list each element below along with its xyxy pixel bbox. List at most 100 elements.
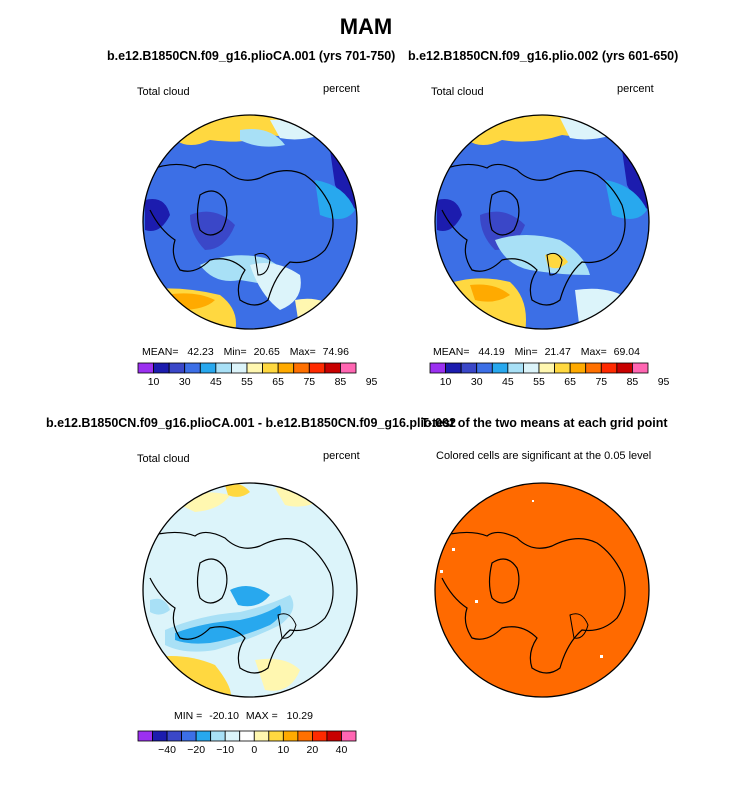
panel1-left-label: Total cloud <box>137 86 190 98</box>
panel1-mean-label: MEAN= <box>142 346 179 358</box>
panel1-coastline <box>149 163 334 306</box>
panel4-nonsig-cell <box>452 548 455 551</box>
panel3-colorbar-box <box>268 730 284 742</box>
panel2-colorbar-box <box>523 362 540 374</box>
panel3-colorbar: −40 −20 −10 0 10 20 40 <box>137 730 357 756</box>
panel1-north-cyan <box>240 129 285 147</box>
panel3-title: b.e12.B1850CN.f09_g16.plioCA.001 - b.e12… <box>46 416 456 430</box>
panel3-colorbar-box <box>239 730 255 742</box>
panel3-colorbar-label: 10 <box>277 744 289 756</box>
panel1-west-darkblue <box>145 199 170 231</box>
panel3-map-border <box>142 482 358 698</box>
panel2-north-lightblue <box>560 118 612 140</box>
panel3-right-label: percent <box>323 450 360 462</box>
panel1-colorbar-label: 75 <box>303 376 315 388</box>
panel4-map-border <box>434 482 650 698</box>
panel2-colorbar-box <box>585 362 602 374</box>
panel3-west-cyan <box>150 598 170 615</box>
panel2-stats: MEAN= 44.19 Min= 21.47 Max= 69.04 <box>433 346 640 358</box>
main-title: MAM <box>339 14 393 39</box>
panel1-stats: MEAN= 42.23 Min= 20.65 Max= 74.96 <box>142 346 349 358</box>
panel2-colorbar-box <box>616 362 633 374</box>
panel1-greenland <box>196 190 228 236</box>
panel4-nonsig-cell <box>600 655 603 658</box>
panel1-colorbar: 10 30 45 55 65 75 85 95 <box>137 362 378 388</box>
panel1-east-cyan <box>315 180 355 219</box>
panel1-center-blue <box>190 211 235 250</box>
panel2-colorbar-label: 85 <box>627 376 639 388</box>
panel1-colorbar-label: 95 <box>366 376 378 388</box>
panel2-map <box>434 114 650 330</box>
panel2-colorbar-box <box>600 362 618 374</box>
panel2-east-darkblue <box>622 150 649 210</box>
panel1-colorbar-box <box>308 362 326 374</box>
panel2-colorbar-box <box>445 362 462 374</box>
panel2-mean-label: MEAN= <box>433 346 470 358</box>
panel4-significance-field <box>435 483 649 697</box>
panel2-right-label: percent <box>617 83 654 95</box>
panel3-greenland <box>196 558 228 604</box>
panel1-map <box>142 114 358 330</box>
panel3-colorbar-box <box>341 730 357 742</box>
panel3-colorbar-box <box>224 730 241 742</box>
panel1-colorbar-box <box>340 362 357 374</box>
panel3-colorbar-box <box>253 730 270 742</box>
panel1-island <box>254 252 271 276</box>
panel2-island <box>546 252 563 276</box>
panel3-island <box>277 613 297 639</box>
panel1-colorbar-box <box>215 362 232 374</box>
panel3-colorbar-box <box>326 730 342 742</box>
panel2-europe-yellow <box>545 253 568 269</box>
panel1-colorbar-box <box>231 362 248 374</box>
panel2-colorbar-label: 45 <box>502 376 514 388</box>
panel2-colorbar-box <box>460 362 478 374</box>
panel2-colorbar-box <box>507 362 524 374</box>
panel1-colorbar-box <box>293 362 310 374</box>
panel2-south-orange <box>470 284 510 302</box>
panel2-min-label: Min= <box>514 346 538 358</box>
panel3-colorbar-label: −20 <box>187 744 205 756</box>
panel1-colorbar-label: 65 <box>272 376 284 388</box>
panel3-south-lightyellow <box>255 658 300 691</box>
panel1-colorbar-box <box>277 362 295 374</box>
panel2-colorbar-box <box>632 362 649 374</box>
panel1-min-label: Min= <box>223 346 247 358</box>
panel1-max-value: 74.96 <box>322 346 349 358</box>
panel3-left-label: Total cloud <box>137 453 190 465</box>
panel2-colorbar-box <box>538 362 555 374</box>
panel2-west-darkblue <box>437 199 462 231</box>
panel2-colorbar-label: 10 <box>440 376 452 388</box>
panel2-greenland <box>488 190 520 236</box>
panel4-nonsig-cell <box>475 600 478 603</box>
panel3-colorbar-label: 0 <box>251 744 257 756</box>
panel1-right-label: percent <box>323 83 360 95</box>
panel1-colorbar-box <box>137 362 154 374</box>
panel1-colorbar-box <box>246 362 263 374</box>
panel4-greenland <box>488 558 520 604</box>
panel3-min-value: -20.10 <box>209 710 239 722</box>
panel1-colorbar-box <box>324 362 341 374</box>
panel3-colorbar-box <box>311 730 328 742</box>
panel1-europe-light <box>250 262 301 310</box>
panel3-north-yellow <box>225 483 250 497</box>
panel4-title: T-test of the two means at each grid poi… <box>421 416 668 430</box>
panel2-colorbar-label: 65 <box>564 376 576 388</box>
panel2-colorbar-box <box>554 362 571 374</box>
panel2-atlantic-cyan <box>495 235 590 275</box>
panel2-colorbar-box <box>491 362 509 374</box>
panel1-colorbar-box <box>168 362 186 374</box>
panel2-colorbar-label: 55 <box>533 376 545 388</box>
panel1-colorbar-box <box>199 362 217 374</box>
panel3-center-blue <box>230 586 270 607</box>
panel1-colorbar-label: 85 <box>335 376 347 388</box>
panel3-colorbar-label: 40 <box>336 744 348 756</box>
panel2-left-label: Total cloud <box>431 86 484 98</box>
panel2-colorbar-label: 75 <box>595 376 607 388</box>
panel4-map <box>434 482 650 698</box>
panel3-northeast-lightyellow <box>275 486 320 507</box>
panel1-east-darkblue <box>330 150 357 210</box>
panel3-stats: MIN = -20.10 MAX = 10.29 <box>174 710 313 722</box>
panel2-max-label: Max= <box>580 346 607 358</box>
panel3-max-value: 10.29 <box>286 710 313 722</box>
panel2-title: b.e12.B1850CN.f09_g16.plio.002 (yrs 601-… <box>408 49 679 63</box>
